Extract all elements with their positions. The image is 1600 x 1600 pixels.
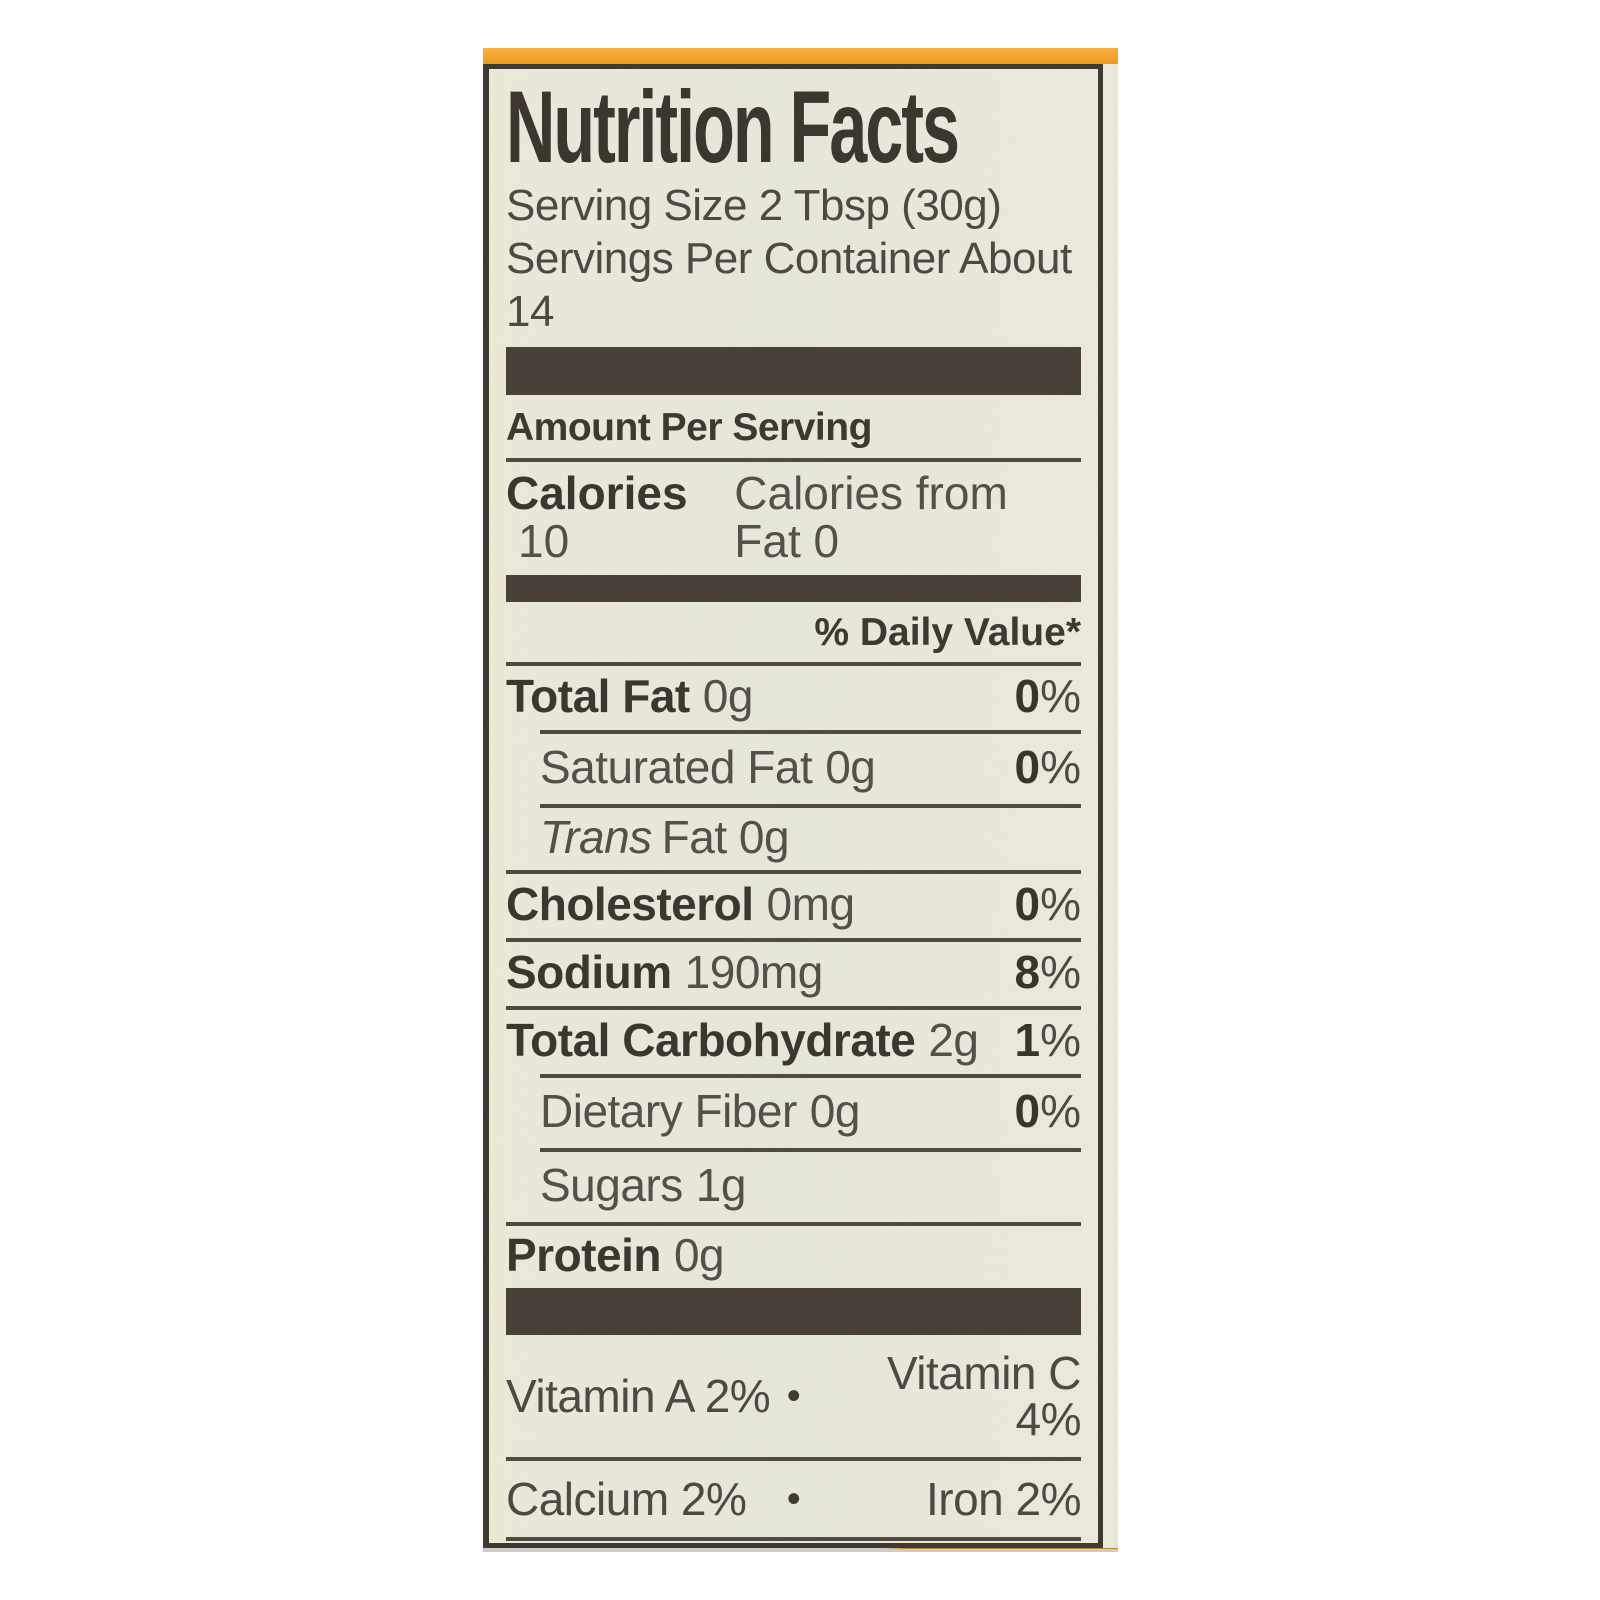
nutrient-row-saturated-fat: Saturated Fat 0g 0% bbox=[506, 729, 1082, 804]
nutrient-row-dietary-fiber: Dietary Fiber 0g 0% bbox=[506, 1073, 1082, 1148]
daily-value-footnote: *Percent Daily Values are based on a 2,0… bbox=[506, 1541, 1081, 1543]
daily-value: 1% bbox=[1014, 1013, 1082, 1066]
bullet-separator: • bbox=[786, 1373, 801, 1418]
daily-value: 0% bbox=[1014, 740, 1082, 793]
vitamin-c: Vitamin C 4% bbox=[886, 1346, 1082, 1445]
label-paper: Nutrition Facts Serving Size 2 Tbsp (30g… bbox=[483, 64, 1118, 1548]
daily-value: 0% bbox=[1014, 877, 1082, 930]
servings-per-container: Servings Per Container About 14 bbox=[506, 234, 1072, 337]
nutrition-label: Nutrition Facts Serving Size 2 Tbsp (30g… bbox=[483, 48, 1118, 1549]
thick-divider-bottom bbox=[506, 1287, 1081, 1335]
thick-divider-mid bbox=[506, 574, 1081, 602]
calories-row: Calories 10 Calories from Fat 0 bbox=[506, 462, 1081, 575]
nutrient-row-protein: Protein 0g bbox=[506, 1221, 1081, 1288]
serving-size: Serving Size 2 Tbsp (30g) bbox=[506, 181, 1002, 231]
calcium: Calcium 2% bbox=[506, 1472, 747, 1525]
nutrient-row-sugars: Sugars 1g bbox=[506, 1147, 1081, 1222]
vitamin-row-a-c: Vitamin A 2% • Vitamin C 4% bbox=[506, 1335, 1081, 1457]
thick-divider-top bbox=[506, 347, 1081, 396]
daily-value: 0% bbox=[1014, 669, 1082, 722]
daily-value: 8% bbox=[1014, 945, 1082, 998]
label-title: Nutrition Facts bbox=[506, 70, 960, 184]
nutrition-facts-box: Nutrition Facts Serving Size 2 Tbsp (30g… bbox=[483, 64, 1103, 1548]
iron: Iron 2% bbox=[925, 1472, 1082, 1525]
daily-value-header: % Daily Value* bbox=[814, 610, 1081, 654]
nutrient-row-trans-fat: Trans Fat 0g bbox=[506, 803, 1081, 870]
calories-value: Calories 10 bbox=[506, 467, 688, 568]
calories-from-fat: Calories from Fat 0 bbox=[734, 467, 1008, 568]
nutrient-row-total-fat: Total Fat 0g 0% bbox=[506, 661, 1082, 730]
nutrient-row-sodium: Sodium 190mg 8% bbox=[506, 937, 1082, 1006]
amount-per-serving: Amount Per Serving bbox=[506, 406, 872, 450]
vitamin-a: Vitamin A 2% bbox=[506, 1369, 771, 1422]
nutrient-row-cholesterol: Cholesterol 0mg 0% bbox=[506, 869, 1082, 938]
bullet-separator: • bbox=[786, 1476, 801, 1521]
package-edge-top bbox=[483, 48, 1118, 64]
daily-value: 0% bbox=[1014, 1084, 1082, 1137]
nutrient-row-total-carbohydrate: Total Carbohydrate 2g 1% bbox=[506, 1005, 1082, 1074]
vitamin-row-calcium-iron: Calcium 2% • Iron 2% bbox=[506, 1461, 1081, 1537]
